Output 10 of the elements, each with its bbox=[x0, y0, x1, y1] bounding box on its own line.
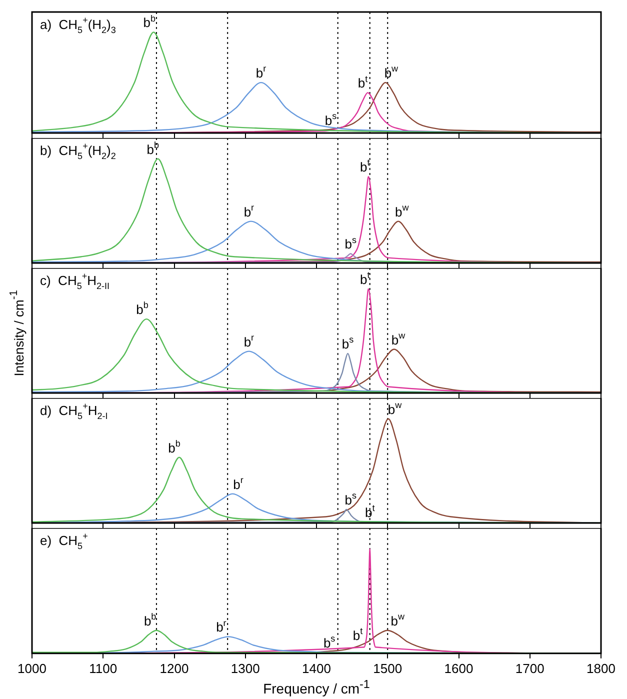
x-axis-title: Frequency / cm$^{-1}$ bbox=[262, 678, 371, 697]
x-tick-label: 1400 bbox=[302, 660, 331, 676]
x-tick-label: 1500 bbox=[373, 660, 402, 676]
x-tick-label: 1100 bbox=[89, 660, 118, 676]
x-tick-label: 1000 bbox=[18, 660, 46, 676]
x-tick-label: 1200 bbox=[160, 660, 189, 676]
x-tick-label: 1300 bbox=[230, 660, 260, 676]
x-tick-label: 1600 bbox=[444, 660, 474, 676]
x-tick-label: 1700 bbox=[515, 660, 544, 676]
x-tick-label: 1800 bbox=[586, 660, 616, 676]
